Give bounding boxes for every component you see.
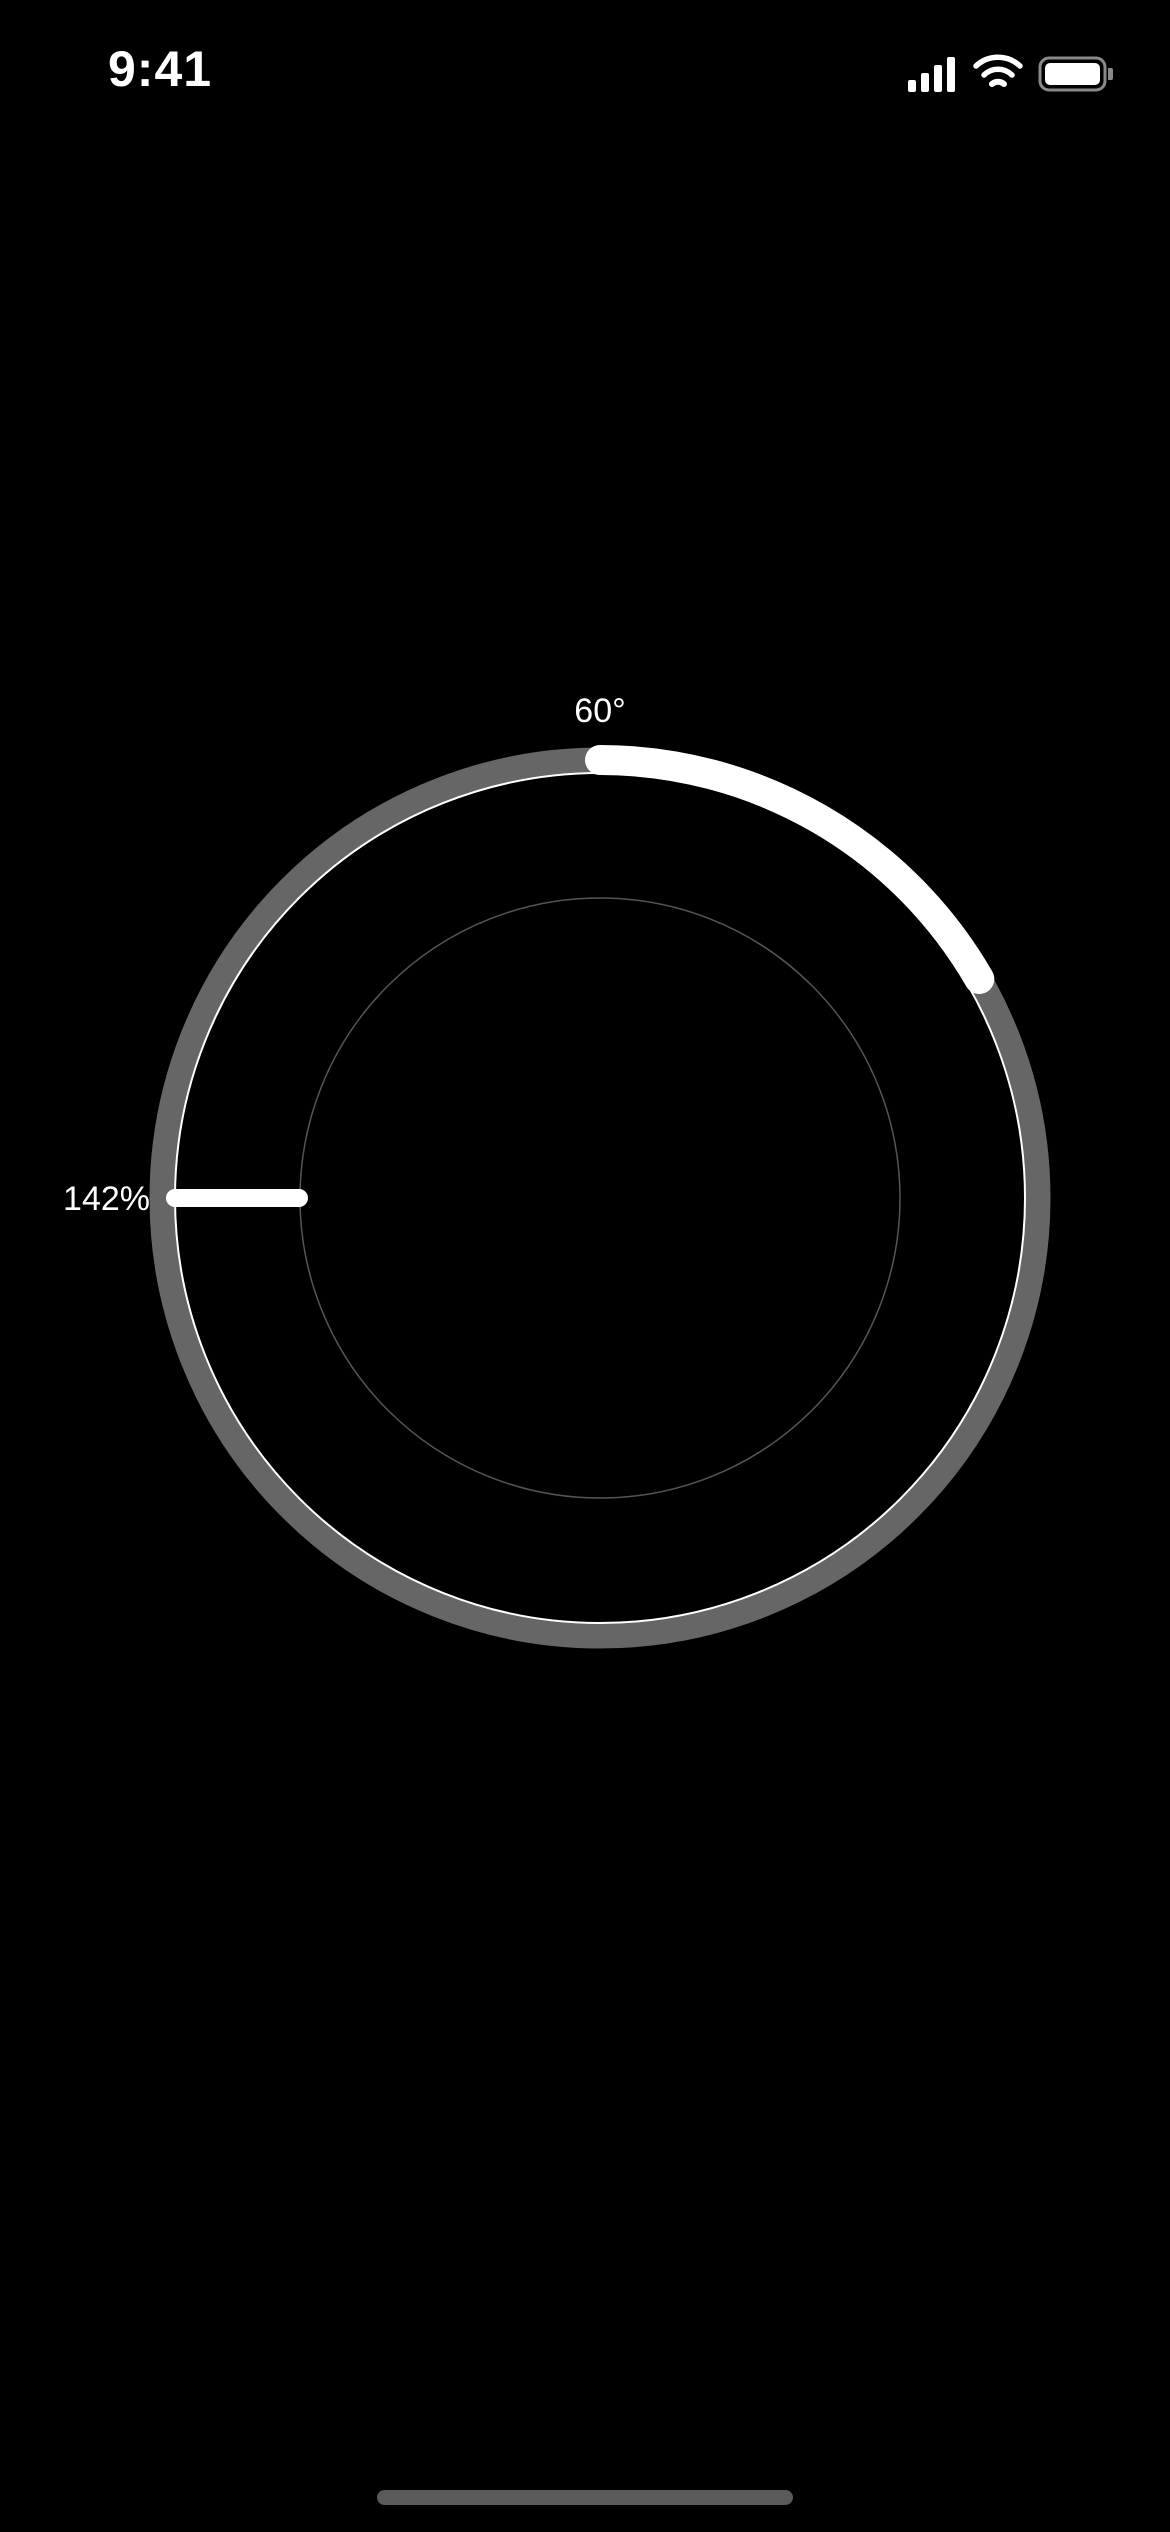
battery-icon: [1038, 56, 1113, 92]
home-indicator[interactable]: [377, 2490, 793, 2505]
progress-arc[interactable]: [585, 745, 995, 994]
status-time: 9:41: [108, 41, 213, 97]
cellular-signal-icon: [908, 57, 955, 92]
inner-circle: [299, 897, 901, 1499]
dial-graphic[interactable]: [0, 640, 1170, 1720]
status-bar: 9:41: [0, 0, 1170, 150]
percent-label: 142%: [63, 1180, 150, 1218]
dial[interactable]: [0, 640, 1170, 1720]
status-icons: [908, 54, 1113, 92]
wifi-icon: [973, 54, 1023, 87]
angle-label: 60°: [574, 692, 626, 730]
